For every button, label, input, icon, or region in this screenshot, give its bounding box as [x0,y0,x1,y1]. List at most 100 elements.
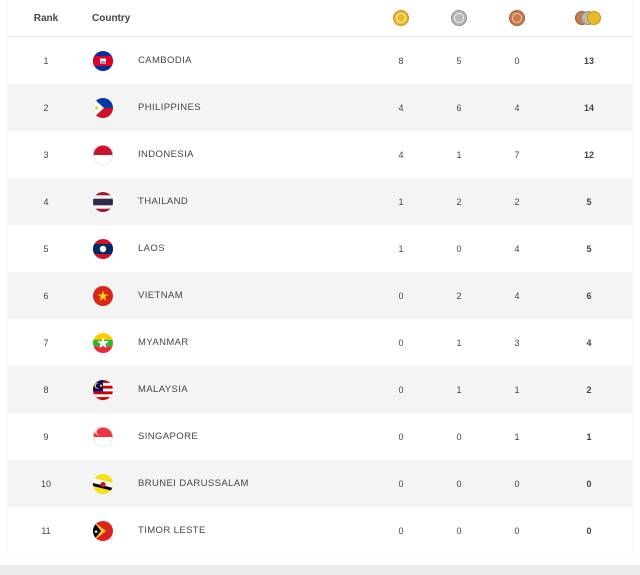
table-row: 5 LAOS 1 0 4 5 [8,225,632,272]
total-count: 0 [586,478,592,489]
rank-cell: 5 [43,243,49,254]
total-count: 5 [586,243,592,254]
bronze-count: 1 [514,384,520,395]
table-row: 9 SINGAPORE 0 0 1 1 [8,413,632,460]
total-count: 6 [586,290,592,301]
country-name[interactable]: INDONESIA [138,149,194,160]
flag-cell [88,131,118,178]
page-footer-strip [0,565,640,575]
bronze-count: 7 [514,149,520,160]
silver-count: 0 [456,478,462,489]
gold-count: 0 [398,478,404,489]
total-count: 14 [583,102,594,113]
gold-count: 0 [398,431,404,442]
gold-count: 0 [398,290,404,301]
bronze-medal-icon [501,0,533,36]
gold-count: 0 [398,525,404,536]
silver-count: 0 [456,525,462,536]
total-count: 13 [583,55,594,66]
gold-count: 4 [398,149,404,160]
gold-count: 4 [398,102,404,113]
bronze-count: 4 [514,290,520,301]
silver-count: 6 [456,102,462,113]
country-name[interactable]: MALAYSIA [138,384,189,395]
gold-count: 0 [398,384,404,395]
flag-cell [88,84,118,131]
total-count: 4 [586,337,592,348]
bronze-count: 0 [514,525,520,536]
silver-count: 0 [456,243,462,254]
singapore-flag-icon [93,426,113,447]
bronze-count: 3 [514,337,520,348]
total-medals-icon [571,0,607,36]
silver-count: 5 [456,55,462,66]
silver-count: 1 [456,384,462,395]
silver-count: 0 [456,431,462,442]
country-name[interactable]: VIETNAM [138,290,184,301]
myanmar-flag-icon [93,332,113,353]
rank-cell: 3 [43,149,49,160]
total-count: 12 [583,149,594,160]
flag-cell [88,178,118,225]
country-name[interactable]: PHILIPPINES [138,102,202,113]
silver-count: 1 [456,149,462,160]
flag-cell [88,37,118,84]
bronze-count: 4 [514,243,520,254]
rank-cell: 10 [40,478,51,489]
gold-count: 8 [398,55,404,66]
cambodia-flag-icon [93,50,113,71]
table-body: 1 CAMBODIA 8 5 0 13 2 PHILIPPINES 4 6 4 … [8,37,632,554]
country-header: Country [92,12,131,24]
flag-cell [88,225,118,272]
thailand-flag-icon [93,191,113,212]
table-row: 2 PHILIPPINES 4 6 4 14 [8,84,632,131]
rank-cell: 9 [43,431,49,442]
country-name[interactable]: BRUNEI DARUSSALAM [138,478,249,489]
bronze-count: 1 [514,431,520,442]
bronze-count: 0 [514,478,520,489]
table-row: 11 TIMOR LESTE 0 0 0 0 [8,507,632,554]
flag-cell [88,366,118,413]
philippines-flag-icon [93,97,113,118]
country-name[interactable]: MYANMAR [138,337,189,348]
flag-cell [88,413,118,460]
indonesia-flag-icon [93,144,113,165]
flag-cell [88,272,118,319]
rank-header: Rank [33,12,59,24]
flag-cell [88,507,118,554]
table-row: 8 MALAYSIA 0 1 1 2 [8,366,632,413]
gold-count: 0 [398,337,404,348]
total-count: 5 [586,196,592,207]
laos-flag-icon [93,238,113,259]
bronze-count: 4 [514,102,520,113]
gold-count: 1 [398,196,404,207]
country-name[interactable]: TIMOR LESTE [138,525,206,536]
bronze-count: 0 [514,55,520,66]
country-name[interactable]: LAOS [138,243,165,254]
table-row: 6 VIETNAM 0 2 4 6 [8,272,632,319]
country-name[interactable]: THAILAND [138,196,189,207]
rank-cell: 6 [43,290,49,301]
gold-count: 1 [398,243,404,254]
total-count: 1 [586,431,592,442]
table-row: 7 MYANMAR 0 1 3 4 [8,319,632,366]
table-row: 4 THAILAND 1 2 2 5 [8,178,632,225]
silver-medal-icon [443,0,475,36]
timor-leste-flag-icon [93,520,113,541]
country-name[interactable]: SINGAPORE [138,431,199,442]
total-count: 2 [586,384,592,395]
rank-cell: 1 [43,55,49,66]
silver-count: 2 [456,196,462,207]
vietnam-flag-icon [93,285,113,306]
country-name[interactable]: CAMBODIA [138,55,192,66]
rank-cell: 11 [41,525,51,536]
table-row: 3 INDONESIA 4 1 7 12 [8,131,632,178]
flag-cell [88,460,118,507]
table-row: 1 CAMBODIA 8 5 0 13 [8,37,632,84]
medal-table: Rank Country 1 CAMBODIA 8 5 0 13 2 PHILI… [8,0,632,554]
table-header: Rank Country [8,0,632,37]
total-count: 0 [586,525,592,536]
rank-cell: 4 [43,196,49,207]
bronze-count: 2 [514,196,520,207]
brunei-flag-icon [93,473,113,494]
